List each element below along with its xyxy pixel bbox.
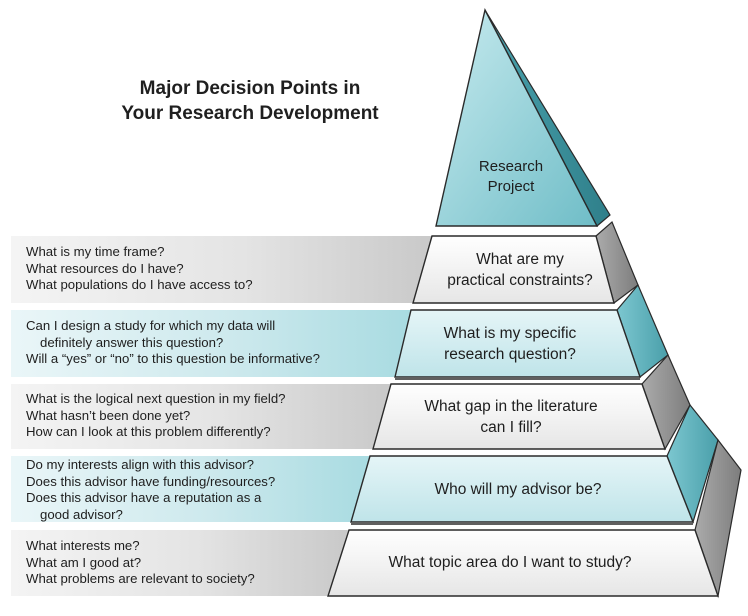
question-text: What problems are relevant to society?: [26, 571, 255, 588]
tier-label-line: What topic area do I want to study?: [365, 552, 655, 573]
question-text: What resources do I have?: [26, 261, 253, 278]
question-text: What is my time frame?: [26, 244, 253, 261]
questions-literature-gap: What is the logical next question in my …: [26, 391, 286, 441]
tier-label-gap: What gap in the literature can I fill?: [392, 396, 630, 438]
tier-label-line: can I fill?: [392, 417, 630, 438]
question-text: What am I good at?: [26, 555, 255, 572]
tier-label-line: practical constraints?: [420, 270, 620, 291]
tier-label-advisor: Who will my advisor be?: [390, 479, 646, 500]
question-text: How can I look at this problem different…: [26, 424, 286, 441]
tier-label-line: What gap in the literature: [392, 396, 630, 417]
questions-time-frame: What is my time frame? What resources do…: [26, 244, 253, 294]
title-line: Major Decision Points in: [100, 76, 400, 101]
tier-label-question: What is my specific research question?: [400, 323, 620, 365]
tier-label-topic: What topic area do I want to study?: [365, 552, 655, 573]
question-text: What populations do I have access to?: [26, 277, 253, 294]
tier-label-line: Who will my advisor be?: [390, 479, 646, 500]
question-text: Do my interests align with this advisor?: [26, 457, 275, 474]
question-text: Will a “yes” or “no” to this question be…: [26, 351, 320, 368]
tier-label-line: research question?: [400, 344, 620, 365]
diagram-title: Major Decision Points in Your Research D…: [100, 76, 400, 126]
apex-label-line: Project: [461, 177, 561, 197]
tier-label-line: What are my: [420, 249, 620, 270]
question-text: good advisor?: [26, 507, 275, 524]
apex-label: Research Project: [461, 157, 561, 197]
question-text: Can I design a study for which my data w…: [26, 318, 320, 335]
question-text: Does this advisor have funding/resources…: [26, 474, 275, 491]
question-text: definitely answer this question?: [26, 335, 320, 352]
questions-topic-area: What interests me? What am I good at? Wh…: [26, 538, 255, 588]
title-line: Your Research Development: [100, 101, 400, 126]
tier-label-constraints: What are my practical constraints?: [420, 249, 620, 291]
tier-label-line: What is my specific: [400, 323, 620, 344]
questions-specific-question: Can I design a study for which my data w…: [26, 318, 320, 368]
questions-advisor: Do my interests align with this advisor?…: [26, 457, 275, 523]
question-text: What interests me?: [26, 538, 255, 555]
question-text: Does this advisor have a reputation as a: [26, 490, 275, 507]
question-text: What hasn’t been done yet?: [26, 408, 286, 425]
question-text: What is the logical next question in my …: [26, 391, 286, 408]
apex-label-line: Research: [461, 157, 561, 177]
